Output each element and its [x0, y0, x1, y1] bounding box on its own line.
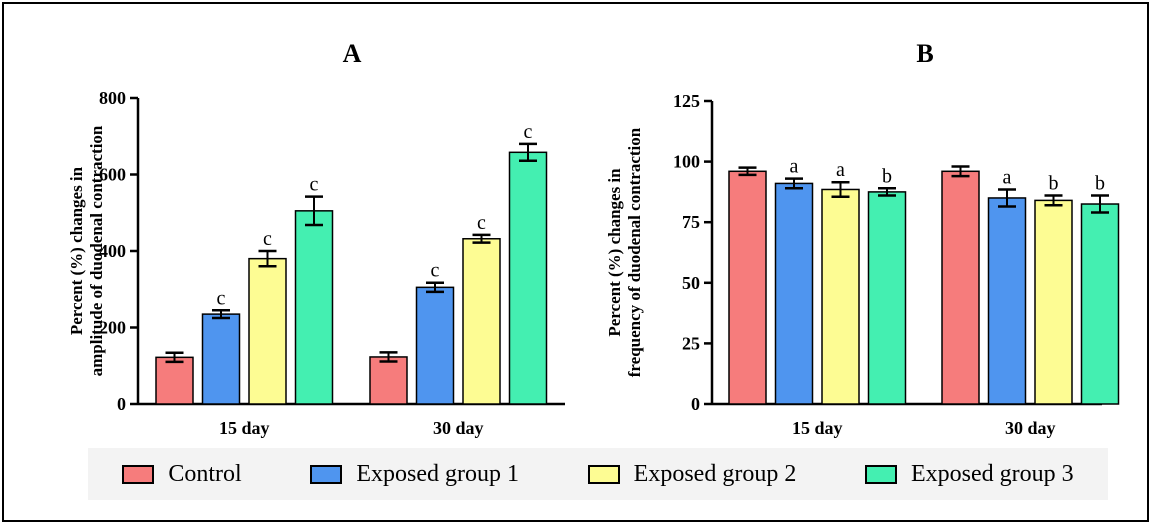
legend-swatch-exposed-group-2 — [587, 464, 620, 484]
y-tick-label: 25 — [682, 333, 700, 353]
significance-label: c — [310, 174, 319, 196]
significance-label: a — [1003, 166, 1012, 188]
significance-label: c — [263, 228, 272, 250]
bar — [508, 151, 548, 405]
significance-label: b — [1095, 173, 1105, 195]
y-tick-label: 0 — [691, 394, 700, 414]
legend-swatch-exposed-group-3 — [865, 464, 897, 484]
legend-swatch-control — [122, 464, 155, 484]
y-tick-label: 200 — [99, 318, 126, 338]
chart-title: A — [343, 39, 362, 68]
legend-label-control: Control — [168, 460, 242, 487]
x-tick-label: 30 day — [433, 418, 484, 438]
bar — [1080, 203, 1120, 405]
y-tick-label: 800 — [99, 88, 126, 108]
significance-label: b — [882, 165, 892, 187]
y-axis-label-line: amplitude of duodenal contraction — [87, 125, 106, 376]
chart-b-group: B Percent (%) changes infrequency of duod… — [605, 39, 1120, 438]
bar — [728, 170, 767, 405]
y-axis-label: Percent (%) changes infrequency of duode… — [605, 127, 644, 377]
bar — [155, 356, 194, 405]
y-axis-label: Percent (%) changes inamplitude of duode… — [67, 125, 106, 376]
x-tick-label: 30 day — [1005, 418, 1056, 438]
chart-title: B — [916, 39, 933, 68]
bar — [415, 286, 455, 405]
legend-item-exposed-group-3: Exposed group 3 — [865, 461, 1074, 488]
significance-label: c — [524, 121, 533, 143]
significance-label: b — [1049, 173, 1059, 195]
legend-label-exposed-group-3: Exposed group 3 — [911, 460, 1074, 487]
legend-label-exposed-group-2: Exposed group 2 — [633, 460, 797, 487]
legend-item-control: Control — [122, 460, 242, 488]
x-tick-label: 15 day — [219, 418, 270, 438]
significance-label: a — [836, 159, 845, 181]
bar — [941, 170, 980, 405]
chart-a-group: A Percent (%) changes inamplitude of duod… — [67, 39, 565, 438]
significance-label: c — [477, 212, 486, 234]
bar — [867, 191, 907, 405]
y-tick-label: 0 — [117, 394, 126, 414]
significance-label: c — [431, 260, 440, 282]
legend-item-exposed-group-1: Exposed group 1 — [310, 461, 519, 488]
bar — [462, 238, 501, 405]
legend-swatch-exposed-group-1 — [310, 464, 343, 484]
y-tick-label: 75 — [682, 212, 700, 232]
y-axis-label-line: Percent (%) changes in — [67, 166, 86, 335]
y-tick-label: 400 — [99, 241, 126, 261]
bar — [987, 197, 1027, 405]
y-tick-label: 50 — [682, 273, 700, 293]
x-tick-label: 15 day — [792, 418, 843, 438]
bar — [201, 313, 241, 405]
legend-item-exposed-group-2: Exposed group 2 — [587, 460, 797, 488]
bar — [248, 257, 287, 405]
bar — [1034, 199, 1073, 405]
bar — [774, 182, 814, 405]
bar — [369, 356, 408, 405]
y-tick-label: 125 — [673, 91, 700, 111]
y-tick-label: 600 — [99, 165, 126, 185]
significance-label: c — [217, 287, 226, 309]
y-axis-label-line: frequency of duodenal contraction — [625, 127, 644, 377]
legend-label-exposed-group-1: Exposed group 1 — [356, 460, 519, 487]
legend: Control Exposed group 1 Exposed group 2 … — [88, 448, 1108, 500]
y-axis-label-line: Percent (%) changes in — [605, 168, 624, 337]
bar — [821, 188, 860, 405]
significance-label: a — [790, 156, 799, 178]
y-tick-label: 100 — [673, 152, 700, 172]
bar — [294, 210, 334, 405]
